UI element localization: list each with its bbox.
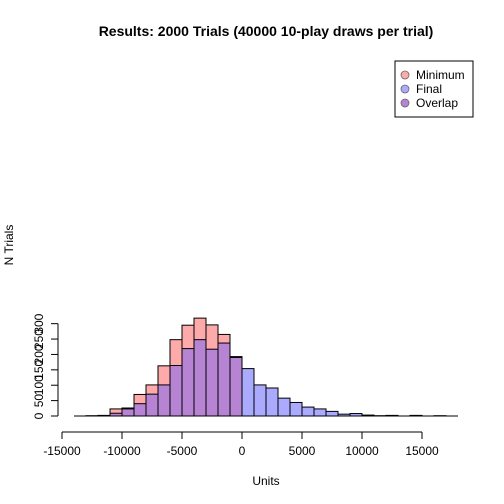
bar-overlap	[217, 342, 231, 417]
y-axis-label: N Trials	[2, 225, 16, 266]
bar-final	[241, 368, 255, 417]
legend-marker	[400, 84, 410, 94]
bar-final	[277, 397, 291, 417]
y-tick-label: 100	[32, 375, 46, 395]
bar-overlap	[229, 357, 243, 417]
x-tick-label: 15000	[405, 444, 439, 458]
chart-title: Results: 2000 Trials (40000 10-play draw…	[99, 23, 434, 39]
y-tick-label: 300	[32, 313, 46, 333]
bar-final	[301, 406, 315, 417]
y-tick-label: 0	[32, 412, 46, 419]
bar-overlap	[145, 393, 159, 417]
bar-final	[313, 408, 327, 417]
legend-label: Final	[416, 82, 442, 96]
bar-overlap	[193, 339, 207, 417]
y-tick-label: 250	[32, 329, 46, 349]
bar-overlap	[169, 365, 183, 417]
bar-final	[289, 401, 303, 417]
bar-final	[265, 387, 279, 417]
legend-marker	[400, 70, 410, 80]
bar-overlap	[133, 403, 147, 417]
bar-overlap	[181, 348, 195, 417]
bar-overlap	[205, 348, 219, 417]
y-tick-label: 50	[32, 394, 46, 408]
legend-label: Minimum	[416, 68, 465, 82]
x-axis-label: Units	[252, 474, 279, 488]
bar-final	[253, 384, 267, 417]
bar-final	[325, 410, 339, 417]
x-tick-label: 10000	[345, 444, 379, 458]
x-tick-label: 0	[239, 444, 246, 458]
y-tick-label: 150	[32, 359, 46, 379]
legend-label: Overlap	[416, 96, 458, 110]
x-tick-label: 5000	[289, 444, 316, 458]
x-axis: -15000 -10000 -5000 0 5000 10000 15000	[43, 431, 439, 458]
bar-overlap	[121, 408, 135, 417]
x-tick-label: -10000	[103, 444, 141, 458]
legend-marker	[400, 98, 410, 108]
bars-layer	[74, 317, 458, 417]
x-tick-label: -15000	[43, 444, 81, 458]
y-tick-label: 200	[32, 344, 46, 364]
bar-overlap	[157, 384, 171, 417]
x-tick-label: -5000	[167, 444, 198, 458]
